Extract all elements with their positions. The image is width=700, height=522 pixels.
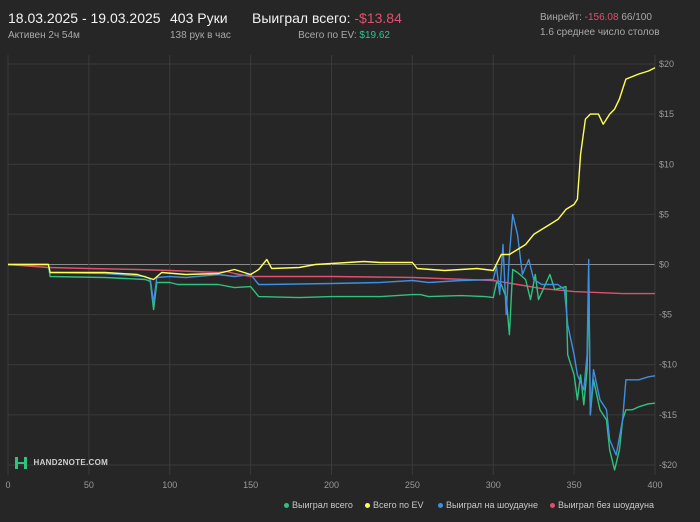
series-line-0 [8,263,656,471]
x-tick-label: 0 [5,480,10,490]
series-line-3 [7,263,655,295]
y-tick-label: -$5 [659,310,672,320]
won-total-line: Выиграл всего: -$13.84 [252,10,402,26]
hands-block: 403 Руки 138 рук в час [170,10,231,41]
winrate-count: 66/100 [621,12,652,23]
legend-dot-icon [550,503,555,509]
legend-dot-icon [438,503,443,509]
logo-text: HAND2NOTE.COM [33,458,109,468]
session-dates-block: 18.03.2025 - 19.03.2025 Активен 2ч 54м [8,10,161,41]
ev-value: $19.62 [359,30,390,41]
won-total-label: Выиграл всего: [252,10,351,26]
series-line-1 [8,67,656,281]
legend-label-showdown: Выиграл на шоудауне [446,500,538,510]
ev-label: Всего по EV: [298,30,357,41]
avg-tables: 1.6 среднее число столов [540,27,660,38]
hand2note-logo: HAND2NOTE.COM [14,456,108,470]
winrate-line: Винрейт: -156.08 66/100 [540,12,660,23]
x-tick-label: 150 [243,480,258,490]
y-tick-label: $5 [659,209,669,219]
winrate-label: Винрейт: [540,12,582,23]
legend-dot-icon [284,503,289,509]
legend-item-showdown[interactable]: Выиграл на шоудауне [438,500,538,510]
hands-total: 403 Руки [170,10,228,26]
active-time: Активен 2ч 54м [8,30,80,41]
winrate-value: -156.08 [584,12,619,23]
date-range: 18.03.2025 - 19.03.2025 [8,10,161,26]
chart-legend: Выиграл всего Всего по EV Выиграл на шоу… [0,500,700,516]
won-total-value: -$13.84 [354,10,402,26]
legend-item-non-showdown[interactable]: Выиграл без шоудауна [550,500,654,510]
legend-label-ev: Всего по EV [373,500,424,510]
y-tick-label: -$10 [659,360,677,370]
legend-label-won-total: Выиграл всего [292,500,353,510]
y-tick-label: $10 [659,159,674,169]
x-tick-label: 300 [486,480,501,490]
winnings-block: Выиграл всего: -$13.84 Всего по EV: $19.… [252,10,402,41]
y-tick-label: -$15 [659,410,677,420]
legend-dot-icon [365,503,370,509]
y-tick-label: $15 [659,109,674,119]
y-tick-label: $20 [659,59,674,69]
winrate-block: Винрейт: -156.08 66/100 1.6 среднее числ… [540,12,660,38]
stats-header: 18.03.2025 - 19.03.2025 Активен 2ч 54м 4… [0,0,700,48]
legend-item-ev[interactable]: Всего по EV [365,500,423,510]
x-tick-label: 100 [162,480,177,490]
y-tick-label: -$20 [659,460,677,470]
hand2note-logo-icon [15,457,27,469]
x-tick-label: 250 [405,480,420,490]
x-tick-label: 350 [567,480,582,490]
x-tick-label: 200 [324,480,339,490]
legend-label-non-showdown: Выиграл без шоудауна [558,500,654,510]
legend-item-won-total[interactable]: Выиграл всего [284,500,353,510]
x-tick-label: 50 [84,480,94,490]
y-tick-label: $0 [659,259,669,269]
ev-line: Всего по EV: $19.62 [252,30,390,41]
hands-per-hour: 138 рук в час [170,30,231,41]
x-tick-label: 400 [647,480,662,490]
